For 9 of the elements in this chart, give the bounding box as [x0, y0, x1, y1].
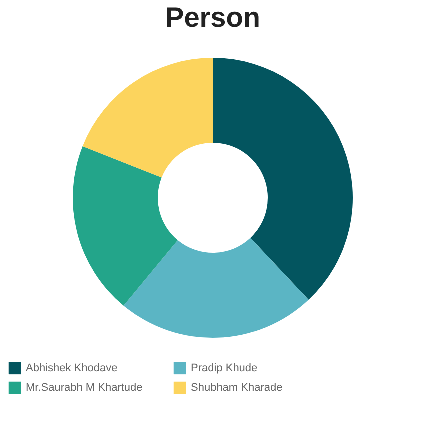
donut-slice [82, 58, 213, 178]
donut-slice [213, 58, 353, 300]
legend-label: Shubham Kharade [191, 382, 283, 394]
donut-slice [124, 238, 309, 338]
legend-label: Abhishek Khodave [26, 362, 118, 374]
donut-slice [73, 146, 178, 306]
chart-title: Person [166, 2, 260, 33]
legend-label: Pradip Khude [191, 362, 258, 374]
legend-label: Mr.Saurabh M Khartude [26, 382, 143, 394]
